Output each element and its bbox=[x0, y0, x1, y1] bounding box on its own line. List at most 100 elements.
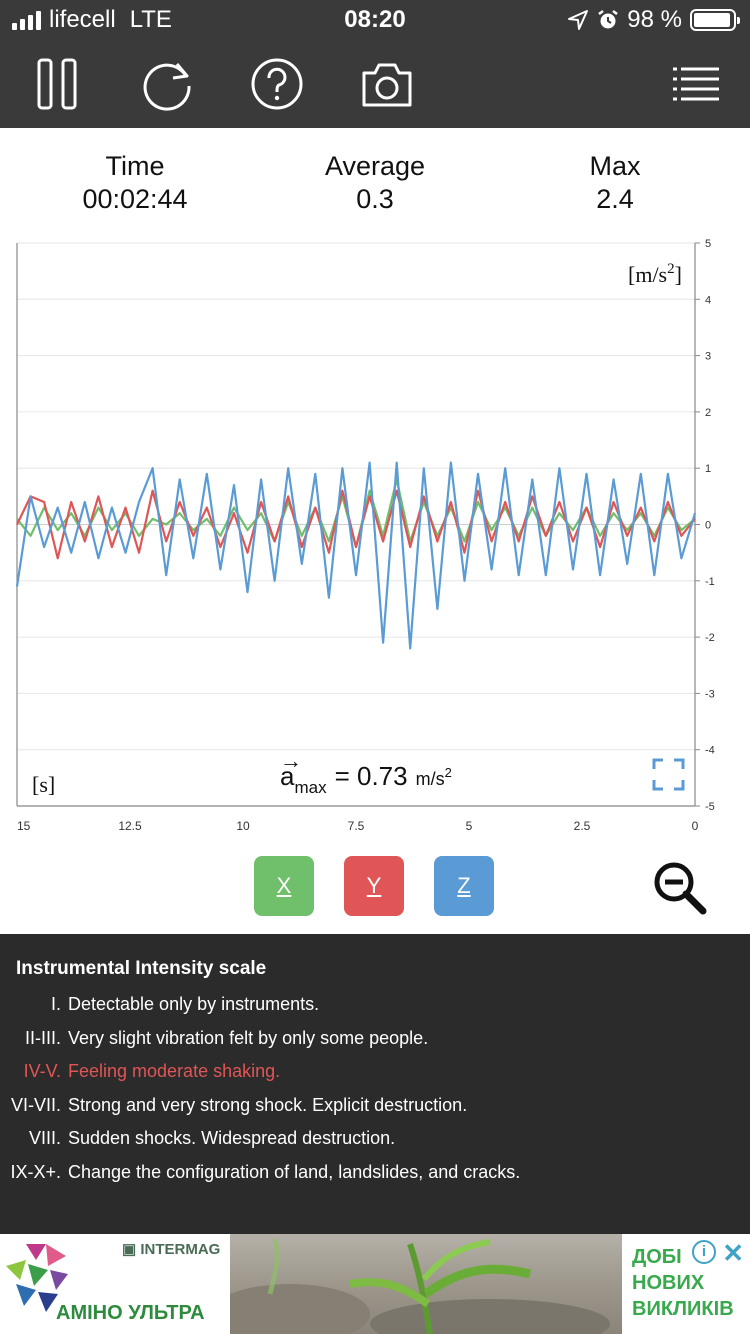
y-tick-label: 0 bbox=[705, 520, 711, 532]
help-icon bbox=[251, 58, 303, 110]
scale-level: I. bbox=[50, 994, 61, 1014]
scale-row: VI-VII. Strong and very strong shock. Exp… bbox=[0, 1095, 467, 1116]
ad-brand-name: ▣ INTERMAG bbox=[122, 1241, 221, 1258]
toggle-z-button[interactable]: Z bbox=[434, 856, 494, 916]
refresh-icon bbox=[143, 63, 191, 111]
scale-description: Feeling moderate shaking. bbox=[68, 1061, 281, 1081]
scale-row: VIII. Sudden shocks. Widespread destructi… bbox=[0, 1128, 395, 1149]
scale-level: VIII. bbox=[28, 1128, 61, 1148]
scale-row: II-III. Very slight vibration felt by onl… bbox=[0, 1028, 428, 1049]
ad-product-name: АМІНО УЛЬТРА bbox=[56, 1302, 205, 1324]
intermag-logo-icon bbox=[6, 1244, 68, 1312]
average-label: Average bbox=[324, 151, 426, 181]
toolbar bbox=[0, 40, 750, 128]
fullscreen-icon[interactable] bbox=[652, 758, 685, 791]
camera-icon bbox=[362, 63, 412, 107]
scale-description: Strong and very strong shock. Explicit d… bbox=[68, 1094, 468, 1115]
y-tick-label: 3 bbox=[705, 351, 711, 363]
location-arrow-icon bbox=[568, 10, 589, 30]
average-value: 0.3 bbox=[356, 184, 394, 214]
y-tick-label: -4 bbox=[705, 745, 715, 757]
y-tick-label: 2 bbox=[705, 407, 711, 419]
ad-tagline-2: НОВИХ bbox=[632, 1272, 705, 1294]
scale-level: II-III. bbox=[25, 1027, 61, 1048]
ad-photo[interactable] bbox=[230, 1234, 622, 1334]
scale-row: IV-V. Feeling moderate shaking. bbox=[0, 1061, 281, 1082]
plant-image bbox=[230, 1238, 610, 1334]
menu-icon bbox=[673, 67, 719, 101]
ad-logo-area[interactable]: ▣ INTERMAG АМІНО УЛЬТРА bbox=[0, 1234, 230, 1334]
scale-level: VI-VII. bbox=[10, 1094, 61, 1115]
alarm-icon bbox=[598, 10, 619, 29]
y-axis-ticks: 5 4 3 2 1 0 -1 -2 -3 -4 -5 bbox=[695, 238, 715, 813]
x-unit-label: [s] bbox=[32, 772, 55, 797]
amax-arrow: → bbox=[280, 748, 302, 773]
x-tick-label: 5 bbox=[466, 819, 473, 833]
y-unit-label: [m/s2] bbox=[628, 261, 682, 287]
y-tick-label: -3 bbox=[705, 688, 715, 700]
ad-banner[interactable]: ▣ INTERMAG АМІНО УЛЬТРА ДОБІ НОВИХ ВИКЛИ… bbox=[0, 1234, 750, 1334]
scale-description: Change the configuration of land, landsl… bbox=[68, 1161, 521, 1182]
ad-info-icon[interactable]: i bbox=[692, 1240, 716, 1264]
acceleration-chart[interactable]: 5 4 3 2 1 0 -1 -2 -3 -4 -5 15 12.5 10 7.5 5 2.5 0 [m/s2]… bbox=[0, 238, 750, 838]
refresh-button[interactable] bbox=[137, 54, 197, 114]
scale-description: Sudden shocks. Widespread destruction. bbox=[68, 1128, 396, 1148]
ad-close-icon[interactable]: ✕ bbox=[722, 1238, 744, 1268]
scale-row: I. Detectable only by instruments. bbox=[0, 994, 319, 1015]
max-label: Max bbox=[589, 151, 641, 181]
y-tick-label: -2 bbox=[705, 632, 715, 644]
signal-icon bbox=[12, 10, 41, 30]
y-tick-label: -1 bbox=[705, 576, 715, 588]
help-button[interactable] bbox=[247, 54, 307, 114]
x-axis-ticks: 15 12.5 10 7.5 5 2.5 0 bbox=[17, 819, 699, 833]
time-value: 00:02:44 bbox=[82, 184, 188, 214]
menu-button[interactable] bbox=[666, 54, 726, 114]
scale-row: IX-X+. Change the configuration of land, … bbox=[0, 1162, 520, 1183]
x-tick-label: 2.5 bbox=[574, 819, 591, 833]
series-line-x bbox=[16, 478, 696, 549]
pause-icon bbox=[37, 58, 77, 110]
status-time: 08:20 bbox=[344, 6, 406, 33]
stats-panel: Time 00:02:44 Average 0.3 Max 2.4 bbox=[0, 150, 750, 230]
zoom-out-icon bbox=[654, 862, 707, 915]
x-tick-label: 7.5 bbox=[348, 819, 365, 833]
scale-title: Instrumental Intensity scale bbox=[16, 958, 267, 979]
series-line-z bbox=[15, 461, 697, 650]
ad-tagline-3: ВИКЛИКІВ bbox=[632, 1298, 734, 1320]
ad-tagline-area[interactable]: ДОБІ НОВИХ ВИКЛИКІВ i ✕ bbox=[622, 1234, 750, 1334]
intensity-scale-panel: Instrumental Intensity scale I. Detectabl… bbox=[0, 934, 750, 1234]
chart-series bbox=[15, 461, 697, 650]
series-line-y bbox=[16, 489, 696, 560]
pause-button[interactable] bbox=[27, 54, 87, 114]
x-tick-label: 10 bbox=[236, 819, 250, 833]
carrier-name: lifecell bbox=[49, 6, 116, 33]
average-stat: Average 0.3 bbox=[255, 150, 495, 216]
ad-tagline-1: ДОБІ bbox=[632, 1246, 682, 1268]
scale-level: IX-X+. bbox=[10, 1161, 61, 1182]
time-stat: Time 00:02:44 bbox=[15, 150, 255, 216]
x-tick-label: 12.5 bbox=[118, 819, 142, 833]
y-tick-label: -5 bbox=[705, 801, 715, 813]
battery-percent: 98 % bbox=[627, 6, 682, 33]
x-tick-label: 15 bbox=[17, 819, 31, 833]
zoom-out-button[interactable] bbox=[652, 860, 708, 916]
x-tick-label: 0 bbox=[692, 819, 699, 833]
amax-readout: amax = 0.73 m/s2 bbox=[280, 761, 452, 797]
y-tick-label: 1 bbox=[705, 463, 711, 475]
scale-level: IV-V. bbox=[23, 1061, 61, 1081]
battery-icon bbox=[690, 9, 740, 31]
scale-description: Detectable only by instruments. bbox=[68, 994, 320, 1014]
toggle-x-button[interactable]: X bbox=[254, 856, 314, 916]
camera-button[interactable] bbox=[357, 54, 417, 114]
scale-description: Very slight vibration felt by only some … bbox=[68, 1027, 429, 1048]
y-tick-label: 5 bbox=[705, 238, 711, 250]
y-tick-label: 4 bbox=[705, 294, 711, 306]
max-stat: Max 2.4 bbox=[495, 150, 735, 216]
time-label: Time bbox=[105, 151, 165, 181]
network-type: LTE bbox=[129, 6, 172, 33]
toggle-y-button[interactable]: Y bbox=[344, 856, 404, 916]
max-value: 2.4 bbox=[596, 184, 634, 214]
chart-grid bbox=[16, 242, 696, 807]
status-bar: lifecell LTE 08:20 98 % bbox=[0, 0, 750, 40]
